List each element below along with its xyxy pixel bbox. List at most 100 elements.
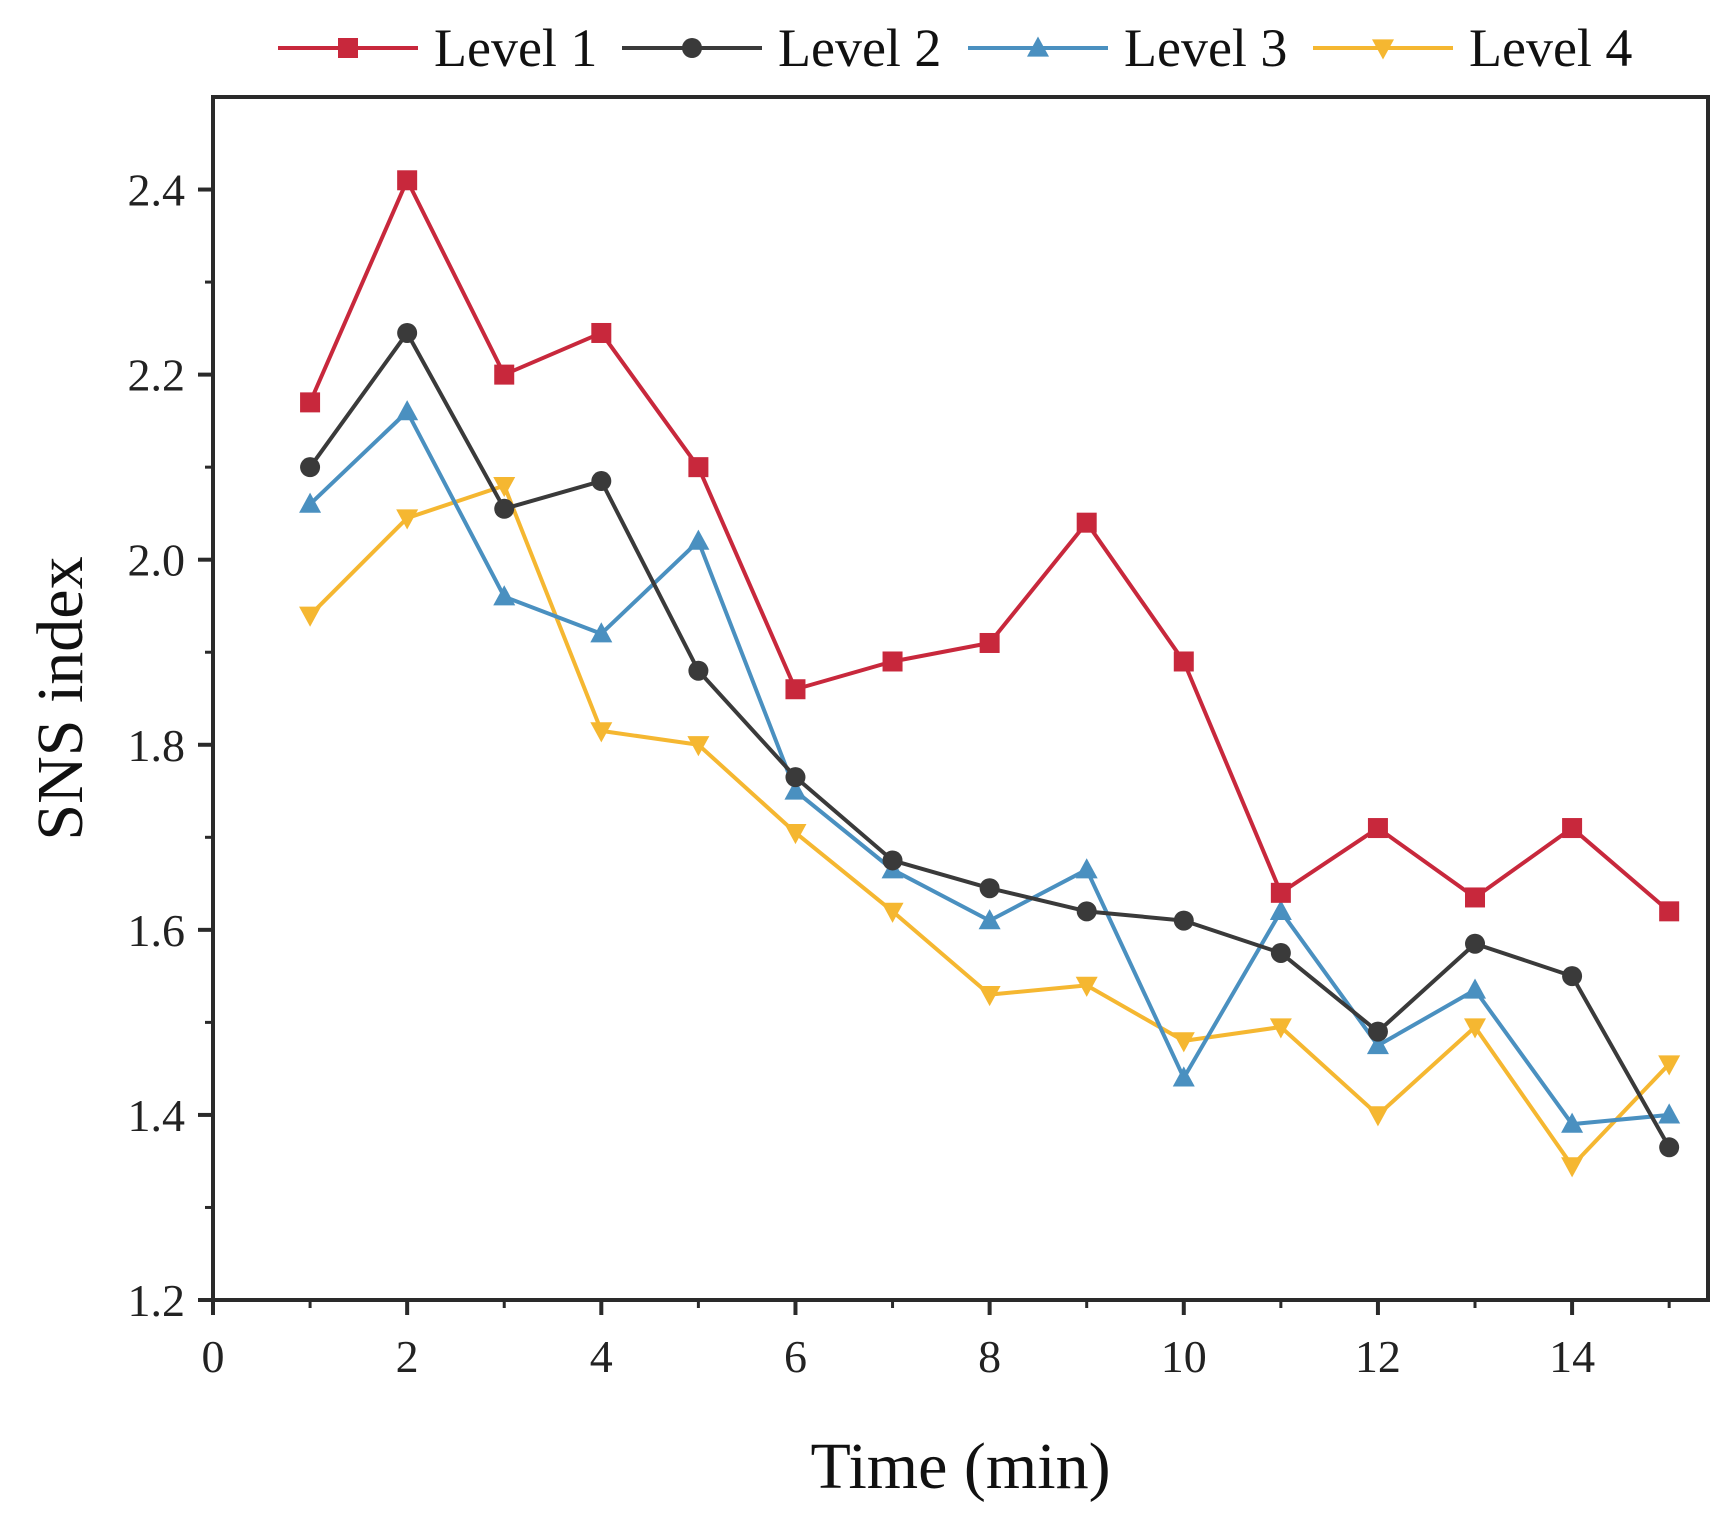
legend-label: Level 3 <box>1124 18 1287 78</box>
series-marker-triangle-down <box>1561 1157 1584 1178</box>
series-marker-triangle-up <box>784 779 807 800</box>
legend-label: Level 2 <box>778 18 941 78</box>
legend-label: Level 4 <box>1469 18 1632 78</box>
series-marker-circle <box>979 878 1000 899</box>
legend: Level 1 Level 2 Level 3 Level 4 <box>278 18 1632 78</box>
series-marker-triangle-down <box>1172 1032 1195 1053</box>
legend-item-level-4: Level 4 <box>1313 18 1632 78</box>
x-axis-title: Time (min) <box>810 1430 1110 1503</box>
x-tick-label: 2 <box>396 1331 419 1382</box>
x-tick-label: 0 <box>202 1331 225 1382</box>
plot-frame <box>211 95 1710 1302</box>
series-marker-circle <box>591 471 612 492</box>
series-marker-circle <box>682 38 702 58</box>
series-marker-circle <box>1367 1021 1388 1042</box>
series-marker-square <box>1659 901 1680 922</box>
series-marker-triangle-down <box>881 902 904 923</box>
series-marker-triangle-down <box>1366 1106 1389 1127</box>
series-marker-triangle-down <box>978 985 1001 1007</box>
series-layer <box>299 170 1681 1178</box>
series-marker-triangle-down <box>1372 39 1394 60</box>
legend-label: Level 1 <box>434 18 597 78</box>
series-marker-circle <box>785 767 806 788</box>
series-marker-triangle-up <box>978 909 1001 930</box>
plot-area: 0 2 4 6 8 10 12 14 1.2 1.4 1.6 1.8 2.0 2.2 2.4 <box>128 95 1710 1382</box>
series-marker-triangle-down <box>493 477 516 498</box>
y-tick-label: 1.2 <box>128 1275 186 1326</box>
legend-item-level-2: Level 2 <box>622 18 941 78</box>
series-marker-square <box>1270 882 1291 903</box>
series-marker-triangle-down <box>687 736 710 757</box>
series-marker-triangle-up <box>1464 978 1487 999</box>
y-axis-title: SNS index <box>24 556 97 840</box>
series-marker-circle <box>1076 901 1097 922</box>
series-marker-triangle-down <box>590 722 613 743</box>
series-marker-circle <box>688 660 709 681</box>
series-marker-square <box>979 632 1000 653</box>
series-level-4 <box>299 477 1681 1178</box>
series-marker-circle <box>300 457 321 478</box>
series-marker-square <box>688 457 709 478</box>
series-marker-square <box>494 364 515 385</box>
series-marker-circle <box>1465 933 1486 954</box>
series-marker-triangle-up <box>687 529 710 550</box>
series-marker-circle <box>1562 966 1583 987</box>
series-marker-triangle-up <box>1658 1103 1681 1124</box>
y-tick-label: 1.8 <box>128 720 186 771</box>
series-marker-triangle-down <box>1464 1018 1487 1039</box>
series-marker-square <box>785 679 806 700</box>
series-marker-triangle-down <box>1658 1055 1681 1076</box>
series-marker-triangle-up <box>396 400 419 421</box>
series-marker-triangle-down <box>396 509 419 530</box>
x-tick-label: 6 <box>784 1331 807 1382</box>
x-tick-label: 10 <box>1161 1331 1207 1382</box>
y-axis-ticks: 1.2 1.4 1.6 1.8 2.0 2.2 2.4 <box>128 165 213 1326</box>
series-marker-circle <box>397 322 418 343</box>
series-marker-square <box>1562 818 1583 839</box>
series-marker-triangle-up <box>1075 858 1098 879</box>
legend-item-level-3: Level 3 <box>968 18 1287 78</box>
series-marker-triangle-down <box>299 606 322 627</box>
series-marker-triangle-up <box>1366 1034 1389 1055</box>
series-marker-circle <box>1659 1137 1680 1158</box>
series-marker-square <box>1173 651 1194 672</box>
series-marker-triangle-up <box>590 622 613 643</box>
series-level-1 <box>300 170 1680 922</box>
series-marker-triangle-up <box>1561 1112 1584 1133</box>
series-marker-triangle-up <box>493 585 516 606</box>
legend-item-level-1: Level 1 <box>278 18 597 78</box>
series-marker-triangle-down <box>1269 1018 1292 1039</box>
series-level-2 <box>300 322 1680 1158</box>
series-marker-circle <box>494 498 515 519</box>
series-marker-square <box>338 38 358 58</box>
series-marker-square <box>882 651 903 672</box>
series-marker-triangle-up <box>1172 1066 1195 1087</box>
series-marker-triangle-up <box>1269 899 1292 920</box>
x-axis-ticks: 0 2 4 6 8 10 12 14 <box>202 1300 1671 1382</box>
series-marker-circle <box>1270 942 1291 963</box>
series-marker-circle <box>882 850 903 871</box>
series-marker-triangle-down <box>1075 976 1098 997</box>
series-marker-circle <box>1173 910 1194 931</box>
series-marker-triangle-up <box>1027 36 1049 57</box>
series-marker-square <box>591 322 612 343</box>
y-tick-label: 1.6 <box>128 905 186 956</box>
series-marker-triangle-up <box>299 492 322 513</box>
x-tick-label: 12 <box>1355 1331 1401 1382</box>
x-tick-label: 8 <box>978 1331 1001 1382</box>
x-tick-label: 14 <box>1549 1331 1595 1382</box>
y-tick-label: 1.4 <box>128 1090 186 1141</box>
y-tick-label: 2.2 <box>128 350 186 401</box>
y-tick-label: 2.4 <box>128 165 186 216</box>
series-level-3 <box>299 400 1681 1133</box>
y-tick-label: 2.0 <box>128 535 186 586</box>
series-marker-square <box>1367 818 1388 839</box>
series-marker-square <box>300 392 321 413</box>
series-marker-square <box>397 170 418 191</box>
x-tick-label: 4 <box>590 1331 613 1382</box>
series-marker-triangle-down <box>784 824 807 845</box>
series-marker-square <box>1465 887 1486 908</box>
series-marker-square <box>1076 512 1097 533</box>
